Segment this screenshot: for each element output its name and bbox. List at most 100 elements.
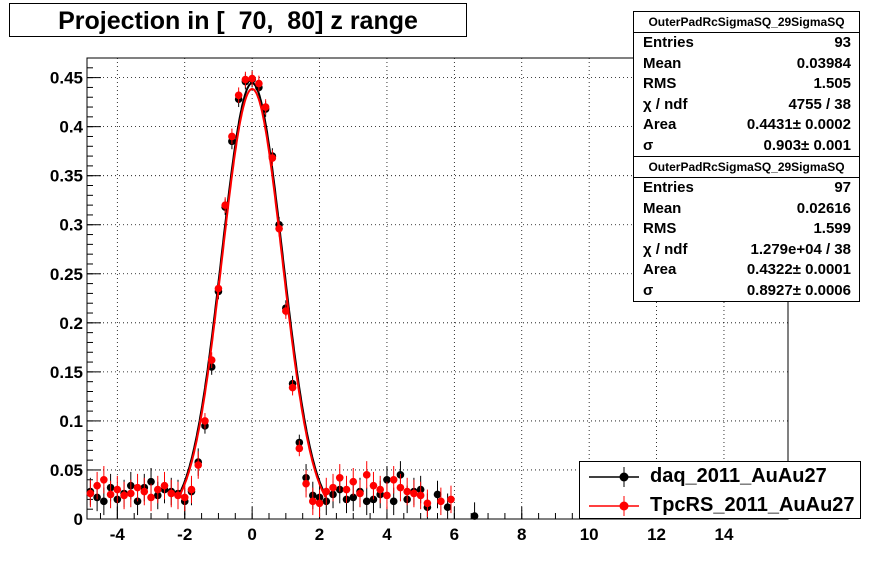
plot-title-box: Projection in [ 70, 80] z range [9, 3, 467, 37]
data-point [315, 499, 324, 508]
data-point [349, 477, 358, 486]
data-point [383, 491, 391, 500]
stats-row-mean: Mean 0.03984 [643, 54, 851, 72]
data-point [362, 497, 371, 506]
y-tick-label: 0.1 [59, 412, 83, 431]
x-tick-label: -2 [177, 525, 192, 544]
data-point [133, 483, 142, 492]
data-point [160, 481, 169, 490]
data-point [133, 497, 142, 506]
legend: daq_2011_AuAu27 TpcRS_2011_AuAu27 [579, 461, 861, 519]
legend-entry-daq: daq_2011_AuAu27 [580, 462, 860, 491]
y-tick-label: 0.35 [50, 167, 83, 186]
data-point [443, 503, 452, 512]
data-point [470, 512, 479, 520]
stats-name: OuterPadRcSigmaSQ_29SigmaSQ [634, 12, 859, 33]
data-point [369, 495, 378, 504]
x-tick-label: 14 [715, 525, 734, 544]
x-tick-label: 4 [382, 525, 392, 544]
y-tick-label: 0.3 [59, 216, 83, 235]
x-tick-label: 0 [247, 525, 256, 544]
x-tick-label: -4 [110, 525, 126, 544]
x-tick-label: 2 [315, 525, 324, 544]
data-point [423, 499, 432, 508]
data-point [140, 487, 149, 496]
y-tick-label: 0.2 [59, 314, 83, 333]
data-point [255, 79, 263, 88]
y-tick-label: 0.45 [50, 69, 83, 88]
data-point [180, 493, 189, 502]
y-tick-label: 0.05 [50, 461, 83, 480]
data-point [383, 475, 391, 484]
data-point [335, 474, 344, 482]
data-point [410, 489, 418, 498]
data-point [268, 154, 277, 162]
y-tick-label: 0.25 [50, 265, 83, 284]
data-point [100, 497, 108, 506]
data-point [403, 487, 411, 496]
data-point [248, 74, 256, 83]
stats-name: OuterPadRcSigmaSQ_29SigmaSQ [634, 157, 859, 178]
legend-marker-tpcrs [589, 496, 639, 516]
data-point [295, 444, 304, 453]
stats-box-tpcrs: OuterPadRcSigmaSQ_29SigmaSQ Entries 97 Me… [633, 156, 860, 302]
data-point [187, 485, 196, 494]
data-point [147, 477, 155, 486]
data-point [329, 483, 337, 492]
stats-row-sigma: σ 0.903± 0.001 [643, 136, 851, 154]
data-point [275, 224, 283, 233]
data-point [100, 475, 108, 484]
y-tick-label: 0.15 [50, 363, 83, 382]
plot-title: Projection in [ 70, 80] z range [58, 7, 418, 35]
x-tick-label: 12 [647, 525, 666, 544]
data-point [309, 497, 317, 506]
data-point [376, 485, 385, 494]
stats-row-rms: RMS 1.599 [643, 220, 851, 237]
data-point [241, 75, 250, 84]
data-point [234, 91, 243, 100]
data-point [127, 489, 135, 498]
data-point [86, 489, 95, 498]
data-point [288, 383, 297, 392]
data-point [369, 481, 378, 490]
data-point [322, 487, 331, 496]
data-point [93, 481, 101, 490]
y-tick-label: 0 [74, 510, 83, 529]
stats-row-area: Area 0.4322± 0.0001 [643, 261, 851, 278]
data-point [174, 491, 182, 500]
stats-row-area: Area 0.4431± 0.0002 [643, 116, 851, 133]
x-tick-label: 10 [580, 525, 599, 544]
data-point [342, 485, 351, 494]
data-point [167, 489, 176, 498]
data-point [437, 497, 445, 506]
data-point [447, 495, 455, 504]
legend-label-daq: daq_2011_AuAu27 [650, 465, 827, 487]
data-point [302, 479, 310, 488]
legend-entry-tpcrs: TpcRS_2011_AuAu27 [580, 491, 860, 520]
data-point [282, 307, 290, 315]
data-point [362, 471, 371, 479]
data-point [120, 491, 128, 500]
x-tick-label: 8 [517, 525, 526, 544]
stats-row-rms: RMS 1.505 [643, 75, 851, 92]
data-point [416, 491, 425, 500]
stats-row-mean: Mean 0.02616 [643, 199, 851, 217]
data-point [349, 493, 358, 502]
legend-label-tpcrs: TpcRS_2011_AuAu27 [650, 494, 855, 516]
y-tick-label: 0.4 [59, 118, 83, 137]
x-tick-label: 6 [450, 525, 459, 544]
legend-marker-daq [589, 467, 639, 487]
data-point [106, 490, 115, 499]
stats-row-sigma: σ 0.8927± 0.0006 [643, 281, 851, 299]
stats-row-chi2: χ / ndf 1.279e+04 / 38 [643, 240, 851, 258]
stats-row-entries: Entries 97 [643, 179, 851, 196]
data-point [207, 356, 216, 364]
data-point [201, 417, 209, 425]
data-point [356, 489, 364, 498]
data-point [261, 103, 270, 111]
data-point [194, 461, 203, 469]
data-point [221, 201, 229, 209]
data-point [147, 493, 155, 502]
fit-curve [177, 87, 327, 499]
data-point [228, 132, 236, 141]
